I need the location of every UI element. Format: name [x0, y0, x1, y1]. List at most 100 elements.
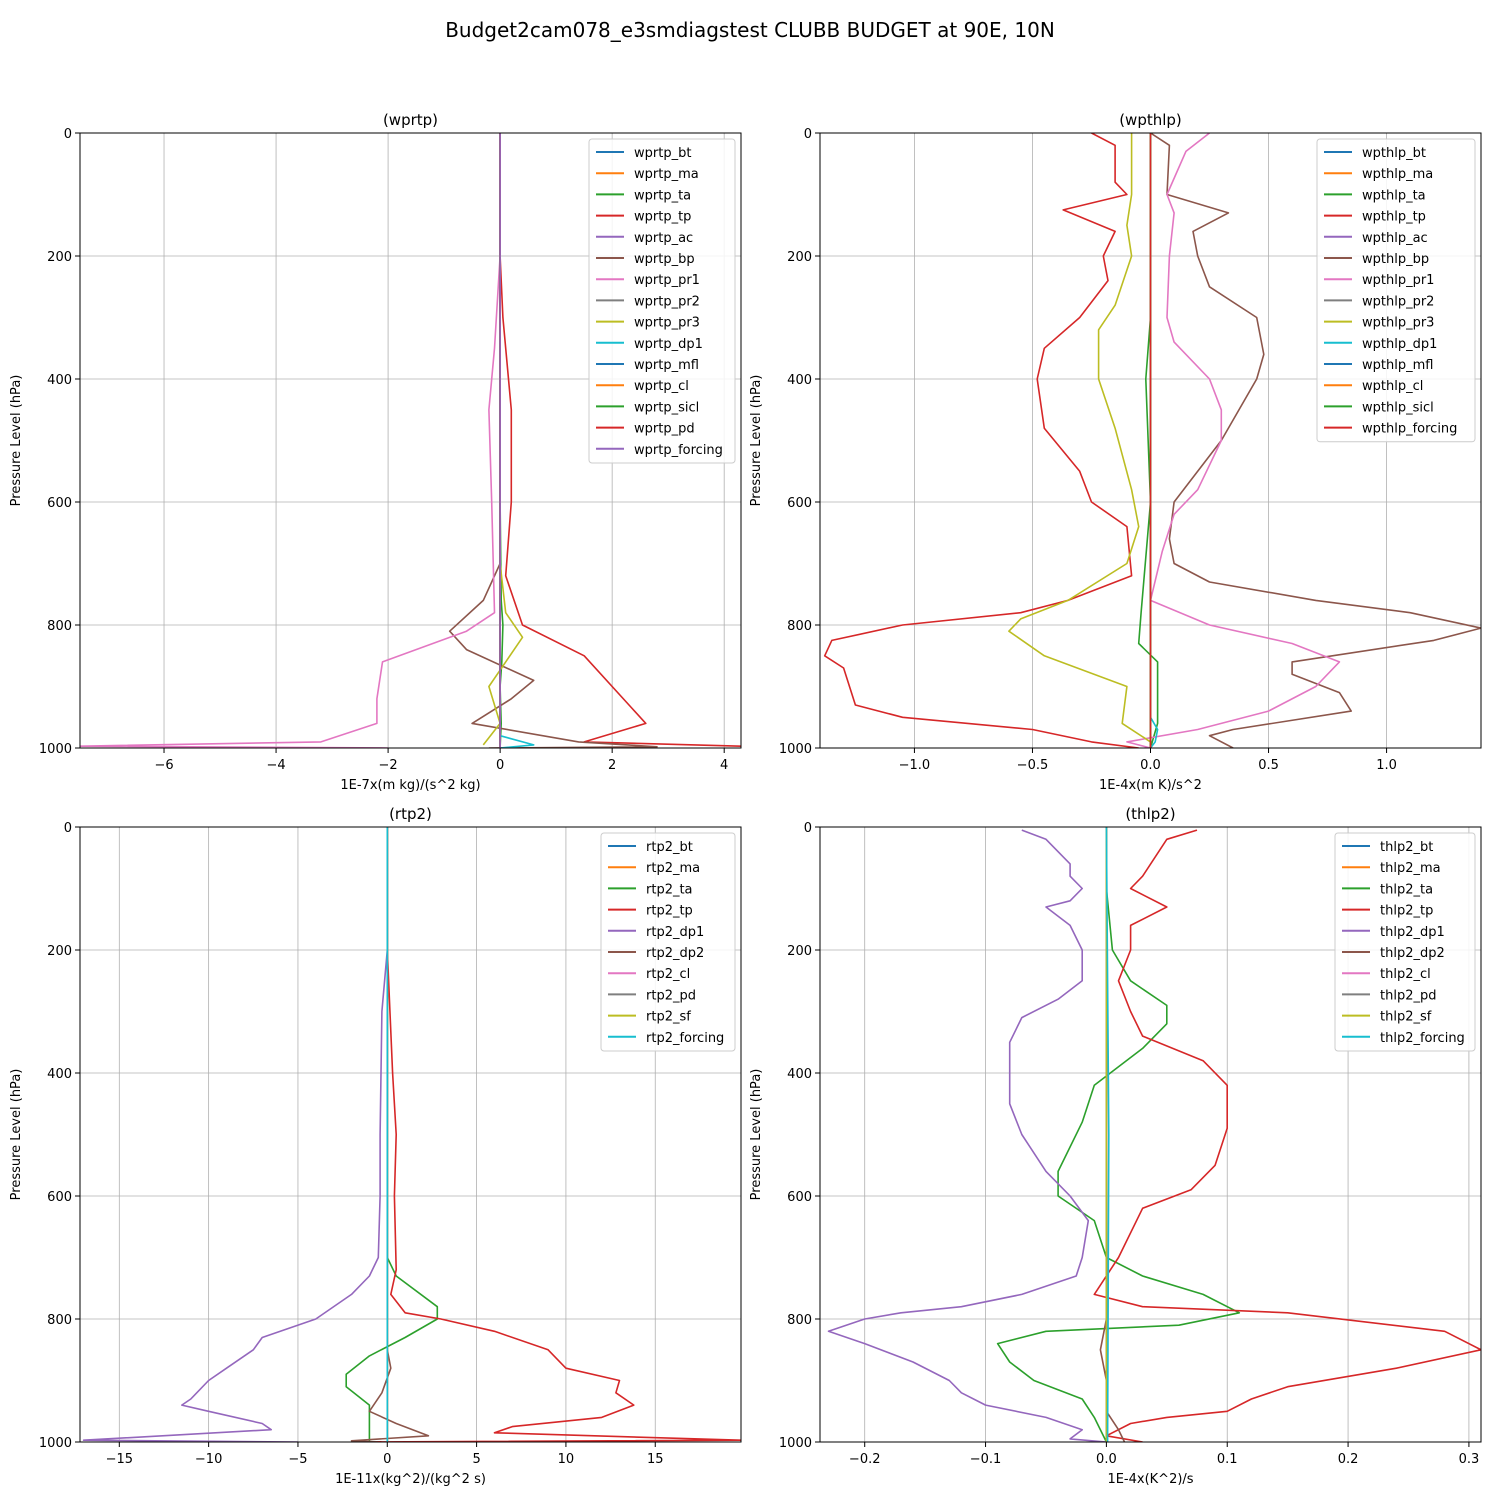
series-line-wprtp_pr3 — [482, 133, 524, 746]
series-line-thlp2_tp — [1093, 829, 1481, 1442]
legend-label: rtp2_bt — [646, 840, 693, 855]
x-tick-label: 0.1 — [1217, 1452, 1238, 1467]
legend-label: wprtp_forcing — [634, 443, 723, 458]
x-tick-label: −15 — [106, 1452, 133, 1467]
series-lines — [82, 827, 741, 1442]
x-tick-label: 0 — [496, 758, 504, 773]
x-axis-label: 1E-4x(K^2)/s — [1107, 1472, 1193, 1487]
y-tick-label: 200 — [47, 944, 72, 959]
series-line-wpthlp_ta — [1137, 133, 1159, 748]
subplot-3: −15 −10 −5 0 5 10 15 0 200 400 600 800 1000 (rtp2) 1E-… — [9, 805, 742, 1487]
y-axis-label: Pressure Level (hPa) — [749, 1069, 764, 1201]
legend-label: rtp2_dp1 — [646, 925, 704, 940]
legend-label: thlp2_bt — [1380, 840, 1433, 855]
legend: wpthlp_bt wpthlp_ma wpthlp_ta wpthlp_tpwpth… — [1316, 138, 1476, 443]
series-lines — [80, 133, 741, 748]
series-line-wprtp_bp — [448, 133, 658, 748]
legend-label: wprtp_ma — [634, 167, 699, 182]
x-axis-label: 1E-7x(m kg)/(s^2 kg) — [340, 778, 480, 793]
legend-label: wpthlp_pr3 — [1362, 316, 1434, 331]
subplot-grid: −6 −4 −2 0 2 402004006008001000(wprtp)1E-7x(m… — [9, 111, 1482, 1487]
legend-label: wpthlp_cl — [1362, 379, 1423, 394]
y-axis-label: Pressure Level (hPa) — [9, 1069, 24, 1201]
legend-label: thlp2_ma — [1380, 861, 1441, 876]
legend-label: thlp2_dp2 — [1380, 946, 1445, 961]
x-axis-label: 1E-4x(m K)/s^2 — [1099, 778, 1202, 793]
legend-label: rtp2_ma — [646, 861, 700, 876]
x-tick-label: −0.2 — [849, 1452, 881, 1467]
y-tick-label: 800 — [787, 1313, 812, 1328]
x-tick-label: 4 — [720, 758, 728, 773]
legend-label: wpthlp_bp — [1362, 252, 1429, 267]
legend-label: thlp2_forcing — [1380, 1031, 1465, 1046]
series-line-wpthlp_tp — [823, 133, 1139, 748]
subplot-4: −0.2 −0.1 0.0 0.1 0.2 0.3 0 200 400 600 800 1000 (th… — [749, 805, 1482, 1487]
axes-frame — [79, 826, 742, 1443]
series-line-wprtp_dp1 — [499, 133, 535, 748]
y-tick-label: 800 — [787, 619, 812, 634]
legend-label: wprtp_sicl — [634, 400, 699, 415]
y-axis-label: Pressure Level (hPa) — [9, 375, 24, 507]
x-tick-label: −2 — [379, 758, 398, 773]
legend-label: rtp2_pd — [646, 988, 696, 1003]
series-lines — [827, 827, 1481, 1442]
legend-label: wprtp_mfl — [634, 358, 699, 373]
legend: rtp2_bt rtp2_ma rtp2_ta rtp2_tp rtp2_dp1 rtp2… — [600, 832, 736, 1052]
legend-label: rtp2_sf — [646, 1010, 691, 1025]
legend-label: thlp2_tp — [1380, 904, 1433, 919]
series-line-thlp2_forcing — [1105, 827, 1110, 1442]
legend-label: wpthlp_tp — [1362, 210, 1426, 225]
series-lines — [823, 133, 1481, 748]
x-tick-label: −5 — [288, 1452, 307, 1467]
legend-label: wpthlp_forcing — [1362, 422, 1457, 437]
subplot-title: (thlp2) — [1125, 805, 1175, 823]
y-tick-label: 1000 — [39, 742, 72, 757]
series-line-rtp2_dp1 — [82, 827, 389, 1442]
y-tick-label: 600 — [47, 496, 72, 511]
legend-label: wpthlp_ac — [1362, 231, 1428, 246]
x-tick-label: 10 — [558, 1452, 575, 1467]
x-tick-label: −4 — [266, 758, 285, 773]
legend-label: thlp2_cl — [1380, 967, 1431, 982]
y-tick-label: 800 — [47, 619, 72, 634]
y-tick-label: 200 — [787, 250, 812, 265]
series-line-thlp2_ta — [996, 827, 1241, 1442]
subplot-2: −1.0 −0.5 0.0 0.5 1.0 0 200 400 600 800 1000 (wpthl… — [749, 111, 1482, 793]
legend-label: wpthlp_mfl — [1362, 358, 1433, 373]
y-axis-label: Pressure Level (hPa) — [749, 375, 764, 507]
legend-label: rtp2_cl — [646, 967, 690, 982]
y-tick-label: 1000 — [39, 1436, 72, 1451]
legend-label: wprtp_pr3 — [634, 316, 700, 331]
legend-label: wpthlp_ma — [1362, 167, 1433, 182]
legend-label: wprtp_bt — [634, 146, 691, 161]
legend: wprtp_bt wprtp_ma wprtp_ta wprtp_tp wprtp_ac… — [588, 138, 736, 464]
legend-label: wprtp_pr2 — [634, 294, 700, 309]
legend-label: thlp2_sf — [1380, 1010, 1432, 1025]
x-tick-label: −0.5 — [1017, 758, 1049, 773]
legend-label: wprtp_bp — [634, 252, 695, 267]
series-line-thlp2_dp1 — [827, 829, 1107, 1442]
x-tick-label: 5 — [472, 1452, 480, 1467]
series-line-wpthlp_bp — [1150, 133, 1481, 748]
y-tick-label: 600 — [787, 1190, 812, 1205]
legend-label: thlp2_pd — [1380, 988, 1436, 1003]
x-tick-label: 0.5 — [1258, 758, 1279, 773]
x-tick-label: 0.0 — [1140, 758, 1161, 773]
legend-label: wpthlp_sicl — [1362, 400, 1434, 415]
series-line-rtp2_dp2 — [350, 827, 430, 1442]
legend-label: rtp2_dp2 — [646, 946, 704, 961]
subplot-title: (rtp2) — [389, 805, 432, 823]
legend-label: thlp2_dp1 — [1380, 925, 1445, 940]
legend-label: thlp2_ta — [1380, 882, 1433, 897]
axes-frame — [819, 826, 1482, 1443]
x-tick-label: 0.3 — [1459, 1452, 1480, 1467]
subplot-title: (wpthlp) — [1119, 111, 1182, 129]
x-tick-label: 1.0 — [1376, 758, 1397, 773]
x-tick-label: 0.0 — [1096, 1452, 1117, 1467]
legend-label: wprtp_ac — [634, 231, 693, 246]
legend-label: wprtp_tp — [634, 210, 691, 225]
x-tick-label: 0 — [383, 1452, 391, 1467]
series-line-rtp2_ta — [345, 827, 439, 1442]
series-line-thlp2_dp2 — [1099, 827, 1126, 1442]
